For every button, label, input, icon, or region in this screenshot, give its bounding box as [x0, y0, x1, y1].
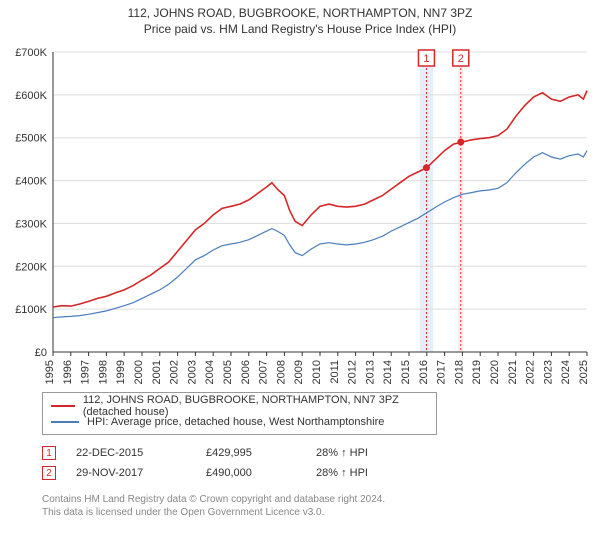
svg-text:2: 2: [458, 53, 464, 65]
svg-text:£100K: £100K: [15, 304, 47, 316]
sale-row: 2 29-NOV-2017£490,00028% ↑ HPI: [42, 463, 600, 483]
svg-text:2015: 2015: [400, 360, 412, 384]
svg-text:2003: 2003: [186, 360, 198, 384]
svg-text:£0: £0: [35, 347, 47, 359]
sale-delta: 28% ↑ HPI: [316, 447, 368, 459]
sale-price: £490,000: [206, 467, 316, 479]
svg-text:2014: 2014: [382, 360, 394, 384]
svg-text:2008: 2008: [275, 360, 287, 384]
svg-text:1996: 1996: [62, 360, 74, 384]
svg-text:2011: 2011: [329, 360, 341, 384]
legend-swatch: [51, 405, 75, 407]
svg-text:2001: 2001: [151, 360, 163, 384]
chart-title: 112, JOHNS ROAD, BUGBROOKE, NORTHAMPTON,…: [0, 6, 600, 20]
svg-text:2021: 2021: [507, 360, 519, 384]
svg-text:2020: 2020: [489, 360, 501, 384]
sale-price: £429,995: [206, 447, 316, 459]
sale-row: 1 22-DEC-2015£429,99528% ↑ HPI: [42, 443, 600, 463]
sales-table: 1 22-DEC-2015£429,99528% ↑ HPI 2 29-NOV-201…: [42, 443, 600, 483]
svg-text:2000: 2000: [133, 360, 145, 384]
svg-text:2004: 2004: [204, 360, 216, 384]
line-chart-svg: £0 £100K £200K £300K £400K £500K £600K £700K 199…: [5, 44, 595, 384]
svg-text:2007: 2007: [258, 360, 270, 384]
svg-text:2024: 2024: [560, 360, 572, 384]
svg-text:1995: 1995: [44, 360, 56, 384]
svg-text:2012: 2012: [347, 360, 359, 384]
legend-row: HPI: Average price, detached house, West…: [51, 414, 428, 430]
svg-text:2023: 2023: [542, 360, 554, 384]
footer-line-1: Contains HM Land Registry data © Crown c…: [42, 493, 600, 506]
svg-text:2025: 2025: [578, 360, 590, 384]
svg-text:£600K: £600K: [15, 90, 47, 102]
sale-date: 29-NOV-2017: [76, 467, 206, 479]
svg-text:2009: 2009: [293, 360, 305, 384]
legend-swatch: [51, 421, 79, 422]
svg-text:£700K: £700K: [15, 47, 47, 59]
sale-marker-badge: 2: [42, 466, 56, 480]
footer-line-2: This data is licensed under the Open Gov…: [42, 506, 600, 519]
svg-text:£300K: £300K: [15, 218, 47, 230]
svg-text:2006: 2006: [240, 360, 252, 384]
chart-subtitle: Price paid vs. HM Land Registry's House …: [0, 22, 600, 36]
legend-label: 112, JOHNS ROAD, BUGBROOKE, NORTHAMPTON,…: [83, 394, 428, 418]
sale-marker-badge: 1: [42, 446, 56, 460]
legend-row: 112, JOHNS ROAD, BUGBROOKE, NORTHAMPTON,…: [51, 398, 428, 414]
svg-text:1998: 1998: [97, 360, 109, 384]
svg-text:£200K: £200K: [15, 261, 47, 273]
svg-text:2005: 2005: [222, 360, 234, 384]
legend: 112, JOHNS ROAD, BUGBROOKE, NORTHAMPTON,…: [42, 392, 437, 435]
svg-text:2022: 2022: [525, 360, 537, 384]
svg-text:£400K: £400K: [15, 176, 47, 188]
svg-text:2016: 2016: [418, 360, 430, 384]
chart-plot-area: £0 £100K £200K £300K £400K £500K £600K £700K 199…: [5, 44, 595, 384]
svg-text:1: 1: [423, 53, 429, 65]
svg-text:2002: 2002: [169, 360, 181, 384]
footer-attribution: Contains HM Land Registry data © Crown c…: [42, 493, 600, 519]
sale-date: 22-DEC-2015: [76, 447, 206, 459]
svg-text:2010: 2010: [311, 360, 323, 384]
svg-text:2013: 2013: [364, 360, 376, 384]
svg-text:1997: 1997: [80, 360, 92, 384]
svg-text:2019: 2019: [471, 360, 483, 384]
svg-text:2018: 2018: [453, 360, 465, 384]
chart-container: 112, JOHNS ROAD, BUGBROOKE, NORTHAMPTON,…: [0, 0, 600, 519]
legend-label: HPI: Average price, detached house, West…: [87, 416, 384, 428]
svg-text:2017: 2017: [436, 360, 448, 384]
svg-text:£500K: £500K: [15, 133, 47, 145]
svg-text:1999: 1999: [115, 360, 127, 384]
sale-delta: 28% ↑ HPI: [316, 467, 368, 479]
